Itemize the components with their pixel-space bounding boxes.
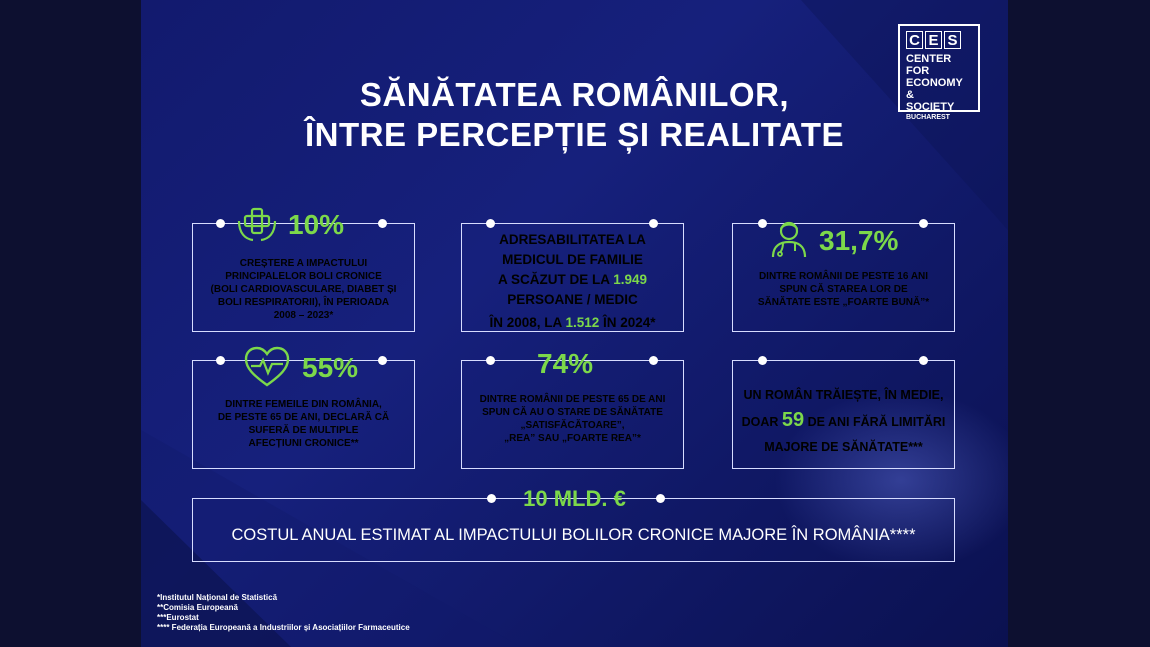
satisfactory-text-line: „REA” SAU „FOARTE REA”* bbox=[504, 433, 641, 444]
satisfactory-text-line: SPUN CĂ AU O STARE DE SĂNĂTATE bbox=[482, 407, 663, 418]
annual-cost-stat: 10 MLD. € bbox=[523, 486, 626, 511]
card-dot bbox=[656, 494, 665, 503]
family-doctor-line-4: PERSOANE / MEDIC bbox=[507, 292, 638, 307]
women-chronic-card bbox=[192, 360, 415, 469]
annual-cost-text: COSTUL ANUAL ESTIMAT AL IMPACTULUI BOLIL… bbox=[231, 526, 916, 544]
healthy-years-line-1: UN ROMÂN TRĂIEȘTE, ÎN MEDIE, bbox=[743, 388, 944, 402]
satisfactory-text-line: DINTRE ROMÂNII DE PESTE 65 DE ANI bbox=[479, 394, 666, 405]
logo-letter-s: S bbox=[944, 31, 961, 49]
card-dot bbox=[487, 494, 496, 503]
footnote: ***Eurostat bbox=[157, 613, 199, 622]
chronic-text-line: 2008 – 2023* bbox=[273, 310, 334, 321]
women-text-line: DINTRE FEMEILE DIN ROMÂNIA, bbox=[225, 399, 382, 410]
satisfactory-health-card bbox=[461, 360, 684, 469]
logo-line-2: ECONOMY & bbox=[906, 77, 963, 101]
healthy-years-value: 59 bbox=[781, 409, 805, 431]
women-chronic-text: DINTRE FEMEILE DIN ROMÂNIA, DE PESTE 65 … bbox=[192, 398, 415, 450]
footnote: **Comisia Europeană bbox=[157, 603, 238, 612]
card-dot bbox=[486, 219, 495, 228]
footnotes: *Institutul Național de Statistică **Com… bbox=[157, 593, 410, 633]
healthy-years-prefix: DOAR bbox=[741, 415, 782, 429]
family-doctor-line-2: MEDICUL DE FAMILIE bbox=[502, 252, 643, 267]
card-dot bbox=[919, 219, 928, 228]
healthy-years-line-2: DOAR 59 DE ANI FĂRĂ LIMITĂRI bbox=[732, 408, 955, 435]
family-doctor-card bbox=[461, 223, 684, 332]
family-doctor-prefix: A SCĂZUT DE LA bbox=[497, 272, 614, 287]
card-dot bbox=[919, 356, 928, 365]
logo-letter-c: C bbox=[906, 31, 923, 49]
infographic-slide: SĂNĂTATEA ROMÂNILOR, ÎNTRE PERCEPȚIE ȘI … bbox=[141, 0, 1008, 647]
family-doctor-suffix: ÎN 2024* bbox=[599, 315, 656, 330]
family-doctor-line-5: ÎN 2008, LA 1.512 ÎN 2024* bbox=[461, 313, 684, 333]
card-dot bbox=[649, 356, 658, 365]
logo-line-3: SOCIETY bbox=[906, 101, 955, 113]
card-dot bbox=[216, 356, 225, 365]
very-good-text-line: DINTRE ROMÂNII DE PESTE 16 ANI bbox=[758, 271, 929, 282]
doctor-icon bbox=[771, 221, 807, 258]
women-text-line: DE PESTE 65 DE ANI, DECLARĂ CĂ bbox=[217, 412, 390, 423]
healthy-years-line-3: MAJORE DE SĂNĂTATE*** bbox=[764, 440, 923, 454]
logo-line-4: BUCHAREST bbox=[906, 114, 950, 121]
ces-logo: C E S CENTER FOR ECONOMY & SOCIETY BUCHA… bbox=[898, 24, 980, 121]
very-good-text-line: SĂNĂTATE ESTE „FOARTE BUNĂ”* bbox=[757, 297, 930, 308]
satisfactory-health-text: DINTRE ROMÂNII DE PESTE 65 DE ANI SPUN C… bbox=[461, 393, 684, 445]
satisfactory-text-line: „SATISFĂCĂTOARE”, bbox=[520, 420, 625, 431]
women-text-line: SUFERĂ DE MULTIPLE bbox=[248, 425, 359, 436]
healthy-years-text: UN ROMÂN TRĂIEȘTE, ÎN MEDIE, DOAR 59 DE … bbox=[732, 383, 955, 460]
card-dot bbox=[378, 219, 387, 228]
value-2008: 1.949 bbox=[613, 272, 648, 287]
card-dot bbox=[758, 219, 767, 228]
family-doctor-text: ADRESABILITATEA LA MEDICUL DE FAMILIE A … bbox=[461, 230, 684, 333]
page-title-line-1: SĂNĂTATEA ROMÂNILOR, bbox=[359, 76, 790, 113]
healthy-years-suffix: DE ANI FĂRĂ LIMITĂRI bbox=[804, 415, 946, 429]
very-good-health-card bbox=[732, 223, 955, 332]
healthy-years-card bbox=[732, 360, 955, 469]
chronic-impact-card bbox=[192, 223, 415, 332]
medical-cross-hands-icon bbox=[237, 207, 277, 242]
value-2024: 1.512 bbox=[565, 315, 600, 330]
chronic-text-line: CREȘTERE A IMPACTULUI bbox=[239, 258, 368, 269]
logo-letter-e: E bbox=[925, 31, 942, 49]
footnote: *Institutul Național de Statistică bbox=[157, 593, 278, 602]
women-chronic-stat: 55% bbox=[302, 352, 359, 383]
card-dot bbox=[758, 356, 767, 365]
heart-pulse-icon bbox=[244, 346, 290, 387]
annual-cost-card bbox=[192, 498, 955, 562]
very-good-health-text: DINTRE ROMÂNII DE PESTE 16 ANI SPUN CĂ S… bbox=[732, 270, 955, 309]
card-dot bbox=[216, 219, 225, 228]
logo-line-1: CENTER FOR bbox=[906, 53, 952, 77]
chronic-text-line: PRINCIPALELOR BOLI CRONICE bbox=[225, 271, 382, 282]
card-dot bbox=[649, 219, 658, 228]
card-dot bbox=[486, 356, 495, 365]
women-text-line: AFECȚIUNI CRONICE** bbox=[248, 438, 359, 449]
chronic-impact-text: CREȘTERE A IMPACTULUI PRINCIPALELOR BOLI… bbox=[192, 257, 415, 322]
family-doctor-line-1: ADRESABILITATEA LA bbox=[499, 232, 646, 247]
chronic-text-line: (BOLI CARDIOVASCULARE, DIABET ȘI bbox=[210, 284, 397, 295]
very-good-text-line: SPUN CĂ STAREA LOR DE bbox=[779, 284, 908, 295]
family-doctor-line-3: A SCĂZUT DE LA 1.949 bbox=[461, 270, 684, 290]
very-good-health-stat: 31,7% bbox=[819, 225, 899, 256]
card-dot bbox=[378, 356, 387, 365]
satisfactory-health-stat: 74% bbox=[537, 348, 594, 379]
footnote: **** Federația Europeană a Industriilor … bbox=[157, 623, 410, 632]
family-doctor-prefix-2: ÎN 2008, LA bbox=[489, 315, 566, 330]
chronic-text-line: BOLI RESPIRATORII), ÎN PERIOADA bbox=[217, 297, 390, 308]
page-title-line-2: ÎNTRE PERCEPȚIE ȘI REALITATE bbox=[305, 116, 844, 153]
chronic-impact-stat: 10% bbox=[288, 209, 345, 240]
